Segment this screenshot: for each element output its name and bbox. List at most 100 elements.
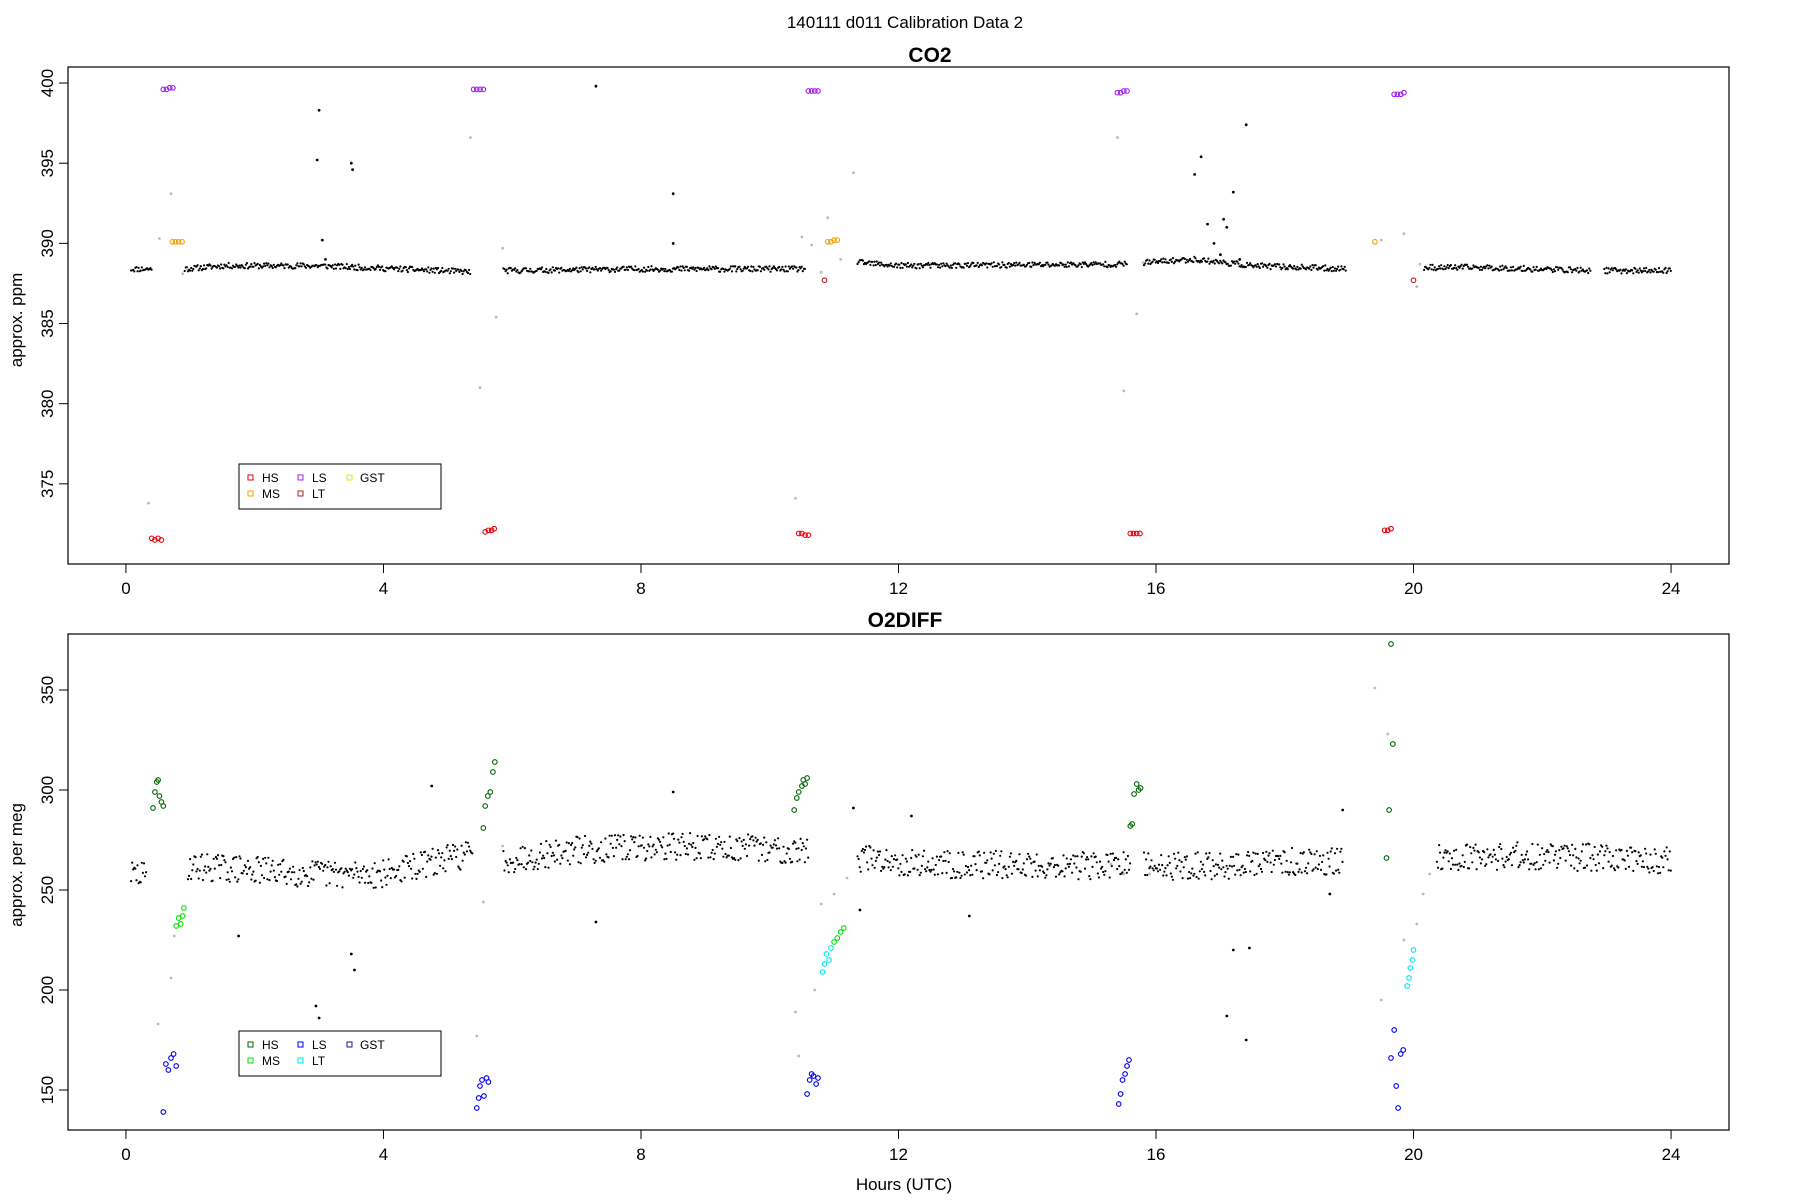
co2-baseline-point [539, 268, 543, 271]
o2diff-baseline-point [1626, 854, 1629, 857]
o2diff-baseline-point [243, 864, 246, 867]
co2-baseline-point [719, 270, 722, 273]
o2diff-baseline-point [1319, 868, 1323, 872]
co2-baseline-point [1226, 262, 1229, 265]
o2diff-baseline-point [1280, 862, 1283, 865]
o2diff-baseline-point [252, 870, 255, 873]
o2diff-baseline-point [1106, 853, 1109, 857]
o2diff-baseline-point [411, 877, 414, 880]
o2diff-baseline-point [387, 858, 390, 861]
co2-baseline-point [662, 267, 665, 270]
co2-baseline-point [203, 264, 206, 267]
o2diff-outlier-point [852, 806, 855, 810]
co2-baseline-point [1213, 262, 1216, 265]
o2diff-baseline-point [1004, 868, 1007, 871]
co2-baseline-point [268, 266, 271, 269]
o2diff-ls-point [485, 1079, 492, 1085]
co2-outlier-point [1212, 242, 1216, 245]
o2diff-baseline-point [584, 856, 588, 859]
o2diff-baseline-point [256, 855, 259, 859]
o2diff-baseline-point [1160, 854, 1163, 857]
o2diff-baseline-point [1610, 864, 1613, 867]
o2diff-baseline-point [1563, 844, 1566, 847]
co2-baseline-point [1186, 260, 1190, 263]
o2diff-baseline-point [457, 865, 460, 868]
co2-baseline-point [1218, 262, 1221, 265]
co2-baseline-point [1532, 266, 1535, 269]
o2diff-baseline-point [554, 839, 558, 842]
co2-baseline-point [1512, 265, 1515, 268]
o2diff-baseline-point [938, 858, 941, 862]
o2diff-baseline-point [301, 866, 304, 870]
o2diff-baseline-point [880, 869, 883, 873]
o2diff-baseline-point [341, 886, 344, 889]
o2diff-baseline-point [228, 880, 231, 883]
o2diff-baseline-point [1335, 869, 1338, 872]
co2-baseline-point [680, 269, 683, 272]
o2diff-baseline-point [1637, 851, 1640, 854]
o2diff-baseline-point [924, 868, 927, 871]
o2diff-outlier-point [1421, 892, 1425, 896]
co2-baseline-point [427, 266, 430, 269]
co2-baseline-point [768, 265, 771, 268]
o2diff-ls-point [813, 1081, 819, 1087]
o2diff-baseline-point [1667, 869, 1670, 872]
o2diff-baseline-point [257, 861, 260, 864]
co2-baseline-point [506, 272, 509, 275]
co2-baseline-point [1624, 268, 1627, 271]
o2diff-baseline-point [258, 881, 261, 884]
o2diff-baseline-point [1635, 860, 1638, 863]
o2diff-baseline-point [1537, 868, 1540, 871]
o2diff-baseline-point [936, 873, 940, 876]
o2diff-baseline-point [663, 858, 666, 861]
co2-baseline-point [650, 265, 653, 268]
o2diff-lt-point [1407, 965, 1414, 971]
co2-baseline-point [1518, 267, 1521, 270]
co2-outlier-point [839, 258, 842, 261]
o2diff-baseline-point [666, 844, 669, 847]
o2diff-baseline-point [1554, 850, 1558, 853]
o2diff-baseline-point [611, 846, 615, 850]
o2diff-baseline-point [1112, 858, 1116, 862]
o2diff-baseline-point [691, 845, 694, 849]
o2diff-baseline-point [1646, 865, 1649, 868]
o2diff-baseline-point [1332, 872, 1335, 875]
o2diff-baseline-point [1003, 865, 1006, 868]
o2diff-baseline-point [579, 862, 582, 865]
o2diff-baseline-point [451, 843, 455, 847]
o2diff-baseline-point [559, 862, 562, 865]
o2diff-baseline-point [450, 858, 453, 861]
co2-baseline-point [1576, 266, 1579, 269]
o2diff-baseline-point [1611, 854, 1614, 858]
o2diff-baseline-point [1273, 858, 1276, 862]
o2diff-baseline-point [227, 878, 230, 881]
o2diff-baseline-point [348, 867, 352, 870]
o2diff-baseline-point [446, 844, 449, 847]
o2diff-baseline-point [863, 848, 867, 852]
o2diff-baseline-point [763, 836, 766, 839]
co2-baseline-point [1575, 269, 1578, 272]
o2diff-baseline-point [1639, 854, 1642, 857]
o2diff-baseline-point [1479, 862, 1482, 865]
o2diff-baseline-point [1253, 873, 1256, 877]
co2-baseline-point [1268, 262, 1271, 265]
o2diff-baseline-point [289, 878, 293, 881]
co2-hs-point [1381, 527, 1388, 534]
o2diff-baseline-point [263, 876, 266, 880]
co2-baseline-point [875, 260, 878, 263]
o2diff-baseline-point [444, 870, 447, 873]
o2diff-baseline-point [1541, 847, 1544, 850]
o2diff-baseline-point [977, 850, 980, 853]
o2diff-baseline-point [1248, 854, 1251, 858]
co2-outlier-point [1231, 190, 1235, 194]
co2-baseline-point [404, 266, 407, 269]
co2-baseline-point [1444, 267, 1447, 271]
o2diff-outlier-point [349, 952, 353, 956]
co2-baseline-point [1254, 264, 1257, 267]
o2diff-baseline-point [1620, 848, 1623, 852]
o2diff-baseline-point [1530, 862, 1533, 865]
co2-baseline-point [1005, 266, 1008, 269]
o2diff-baseline-point [1030, 862, 1033, 865]
co2-baseline-point [1570, 268, 1573, 271]
o2diff-baseline-point [803, 861, 807, 864]
